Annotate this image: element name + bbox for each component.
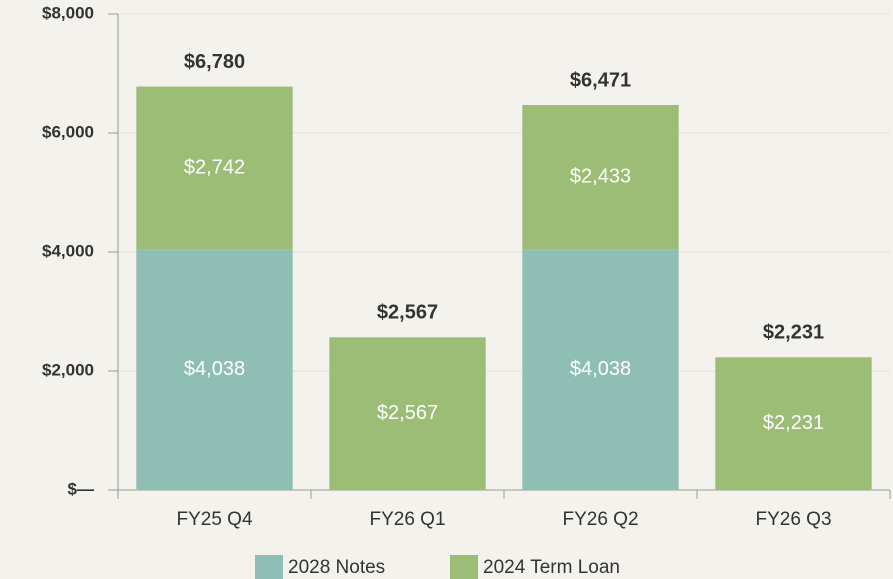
bar-segment <box>136 249 293 490</box>
segment-label: $2,433 <box>570 166 631 188</box>
total-label: $2,567 <box>377 302 438 324</box>
legend-label: 2028 Notes <box>288 557 385 578</box>
segment-label: $4,038 <box>570 358 631 380</box>
bar-segment <box>329 337 486 490</box>
segment-label: $4,038 <box>184 358 245 380</box>
x-tick-label: FY25 Q4 <box>176 509 252 530</box>
y-tick-label: $8,000 <box>42 3 94 22</box>
legend-label: 2024 Term Loan <box>483 557 620 578</box>
segment-label: $2,567 <box>377 402 438 424</box>
bar-segment <box>522 104 679 250</box>
bar-segment <box>136 86 293 250</box>
x-tick-label: FY26 Q1 <box>369 509 445 530</box>
x-tick-label: FY26 Q3 <box>755 509 831 530</box>
x-tick-label: FY26 Q2 <box>562 509 638 530</box>
segment-label: $2,231 <box>763 412 824 434</box>
bar-segment <box>522 249 679 490</box>
total-label: $6,780 <box>184 51 245 73</box>
bar-segment <box>715 357 872 490</box>
y-tick-label: $6,000 <box>42 122 94 141</box>
legend-swatch <box>450 555 478 579</box>
total-label: $6,471 <box>570 69 631 91</box>
total-label: $2,231 <box>763 322 824 344</box>
legend-swatch <box>255 555 283 579</box>
segment-label: $2,742 <box>184 156 245 178</box>
y-tick-label: $2,000 <box>42 360 94 379</box>
y-tick-label: $— <box>68 479 94 498</box>
y-tick-label: $4,000 <box>42 241 94 260</box>
